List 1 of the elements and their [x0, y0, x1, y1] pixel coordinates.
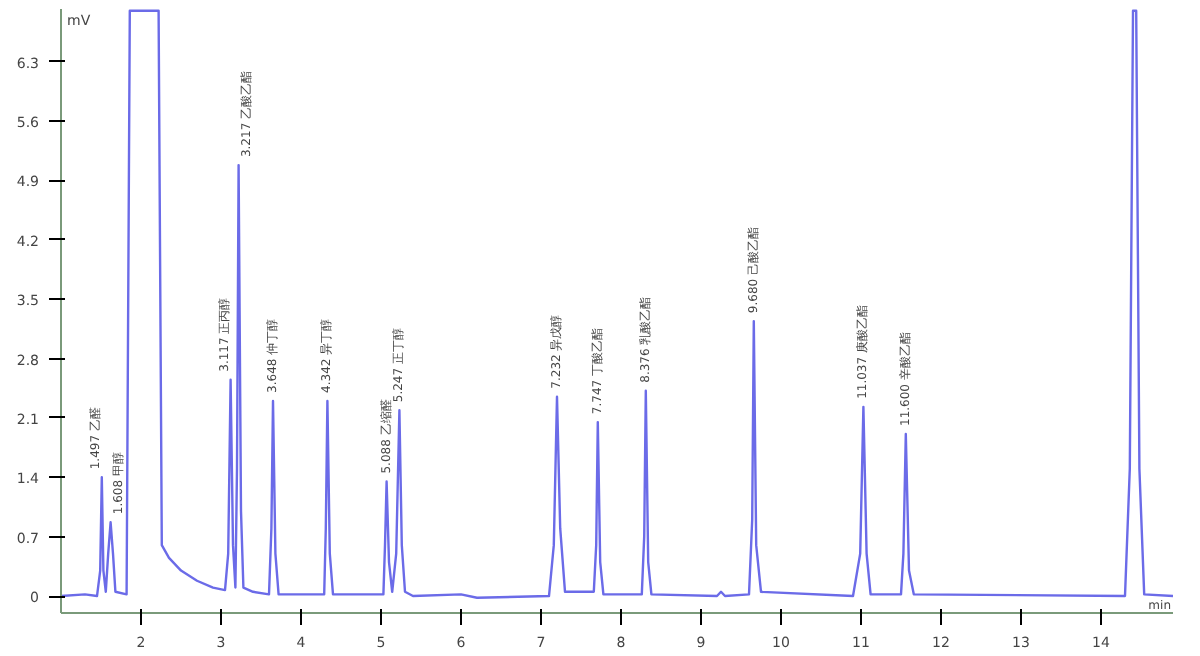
line-series — [61, 9, 1173, 599]
